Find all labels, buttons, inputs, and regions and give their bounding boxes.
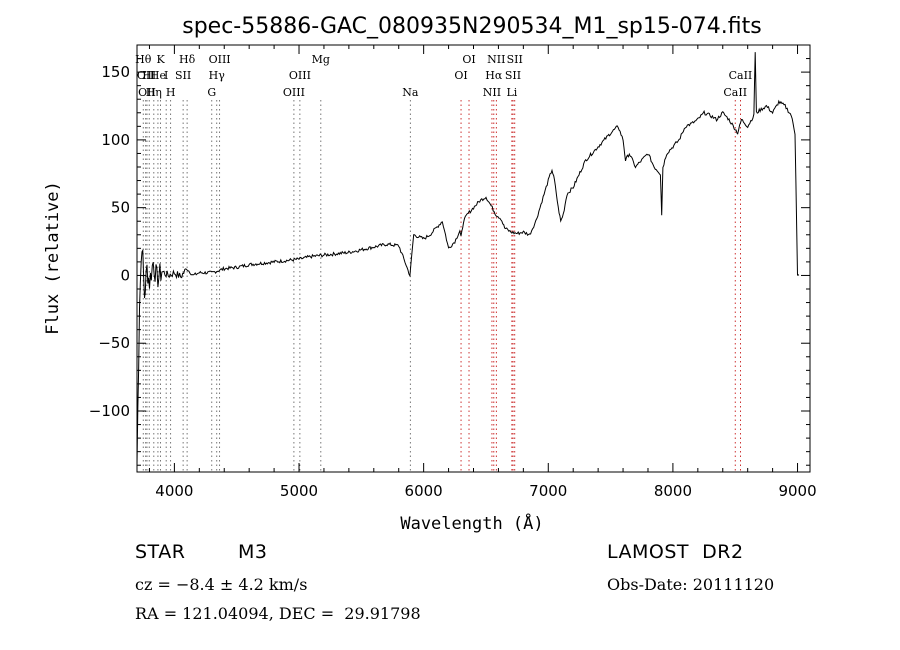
y-tick-label: 150	[101, 63, 130, 81]
x-axis-label: Wavelength (Å)	[400, 512, 543, 534]
x-tick-label: 9000	[778, 482, 816, 500]
redshift-cz: cz = −8.4 ± 4.2 km/s	[135, 575, 308, 594]
line-mark-label: Hθ	[135, 53, 152, 66]
y-tick-label: 100	[101, 131, 130, 149]
object-subclass: M3	[238, 541, 268, 563]
line-mark-label: Na	[402, 86, 419, 99]
x-tick-label: 6000	[405, 482, 443, 500]
line-mark-label: CaII	[729, 69, 753, 82]
line-mark-label: He	[150, 69, 166, 82]
line-mark-label: OI	[454, 69, 467, 82]
line-marks: HθOIIOIIHIHηHeKIHSIIHδGHγOIIIOIIIOIIIMgN…	[135, 53, 752, 472]
line-mark-label: NII	[483, 86, 501, 99]
line-mark-label: OIII	[283, 86, 305, 99]
y-tick-label: 0	[120, 266, 130, 284]
line-mark-label: OII	[138, 86, 156, 99]
line-mark-label: H	[166, 86, 176, 99]
line-mark-label: OIII	[289, 69, 311, 82]
line-mark-label: OI	[462, 53, 475, 66]
line-mark-label: SII	[507, 53, 523, 66]
plot-frame	[136, 44, 811, 473]
x-tick-label: 5000	[280, 482, 318, 500]
survey-label: LAMOST DR2	[607, 541, 744, 563]
axis-ticks: 4000 5000 6000 7000 8000 9000 −100 −50 0 50 100 150	[89, 45, 817, 500]
x-tick-label: 8000	[654, 482, 692, 500]
x-tick-label: 4000	[155, 482, 193, 500]
y-tick-label: −50	[98, 334, 130, 352]
chart-title: spec-55886-GAC_080935N290534_M1_sp15-074…	[182, 14, 762, 39]
line-mark-label: OIII	[209, 53, 231, 66]
spectrum-line	[136, 52, 800, 466]
line-mark-label: SII	[175, 69, 191, 82]
line-mark-label: Mg	[312, 53, 330, 66]
y-axis-label: Flux (relative)	[43, 181, 63, 335]
line-mark-label: Hη	[146, 86, 162, 99]
obs-date: Obs-Date: 20111120	[607, 575, 775, 594]
line-mark-label: Hδ	[179, 53, 196, 66]
object-class: STAR	[135, 541, 186, 563]
ra-dec: RA = 121.04094, DEC = 29.91798	[135, 604, 421, 623]
line-mark-label: NII	[487, 53, 505, 66]
x-tick-label: 7000	[529, 482, 567, 500]
line-mark-label: Hγ	[209, 69, 226, 82]
line-mark-label: G	[207, 86, 216, 99]
line-mark-label: Hα	[485, 69, 503, 82]
y-tick-label: −100	[89, 402, 130, 420]
line-mark-label: SII	[505, 69, 521, 82]
line-mark-label: Li	[506, 86, 517, 99]
line-mark-label: I	[164, 69, 168, 82]
line-mark-label: K	[156, 53, 165, 66]
line-mark-label: CaII	[723, 86, 747, 99]
y-tick-label: 50	[111, 199, 130, 217]
